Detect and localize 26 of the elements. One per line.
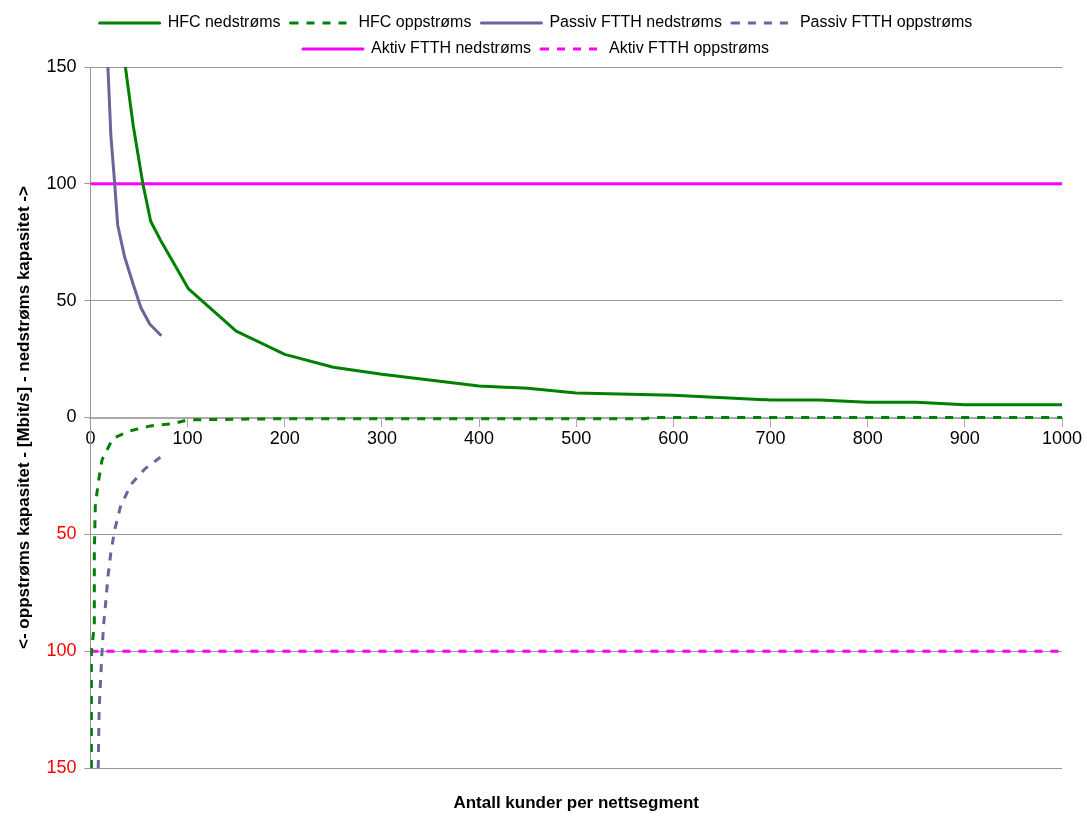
x-tick-label: 400 xyxy=(464,428,495,449)
y-tick-label: 100 xyxy=(46,172,77,193)
x-axis-title: Antall kunder per nettsegment xyxy=(453,793,700,813)
y-tick-label: 150 xyxy=(46,756,77,777)
legend-label: HFC oppstrøms xyxy=(358,13,472,31)
x-tick-label: 500 xyxy=(561,428,592,449)
x-tick-label: 300 xyxy=(366,428,397,449)
y-tick-label: 150 xyxy=(46,55,77,76)
line-series xyxy=(96,455,162,768)
x-tick-label: 1000 xyxy=(1041,428,1083,449)
legend-label: Aktiv FTTH nedstrøms xyxy=(370,39,532,57)
x-tick-label: 100 xyxy=(172,428,203,449)
legend-label: Passiv FTTH nedstrøms xyxy=(549,13,722,31)
legend-label: Aktiv FTTH oppstrøms xyxy=(609,39,770,57)
y-tick-label: 50 xyxy=(56,289,77,310)
y-tick-label: 100 xyxy=(46,640,77,661)
x-tick-label: 800 xyxy=(852,428,883,449)
legend-label: HFC nedstrøms xyxy=(167,13,281,31)
x-tick-label: 700 xyxy=(755,428,786,449)
x-tick-label: 600 xyxy=(658,428,689,449)
y-tick-label: 0 xyxy=(66,406,77,427)
y-tick-label: 50 xyxy=(56,523,77,544)
x-tick-label: 900 xyxy=(949,428,980,449)
legend-label: Passiv FTTH oppstrøms xyxy=(799,13,973,31)
y-axis-title: <- oppstrøms kapasitet - [Mbit/s] - nedstrøms kapasitet -> xyxy=(13,186,33,649)
x-tick-label: 200 xyxy=(269,428,300,449)
